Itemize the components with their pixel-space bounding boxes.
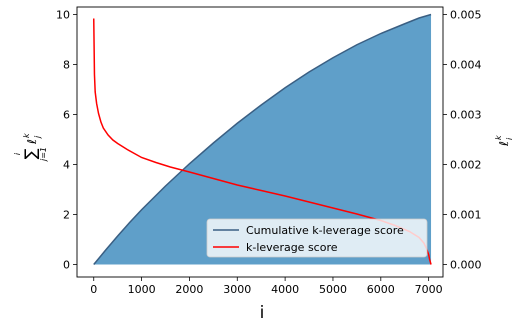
y-left-tick-label: 2 <box>63 209 70 222</box>
y-right-label-term-sup: k <box>494 135 503 140</box>
x-tick-label: 4000 <box>271 283 299 296</box>
x-tick-label: 1000 <box>128 283 156 296</box>
legend-box <box>206 218 428 258</box>
y-right-tick-label: 0.001 <box>450 209 482 222</box>
y-left-label-sum-top: i <box>13 152 22 155</box>
x-tick-label: 3000 <box>223 283 251 296</box>
y-left-tick-label: 0 <box>63 259 70 272</box>
x-tick-label: 5000 <box>319 283 347 296</box>
cumulative-line <box>93 13 432 265</box>
y-right-tick-label: 0.004 <box>450 59 482 72</box>
cumulative-area-fill <box>93 14 432 265</box>
y-left-label-term-sub: j <box>33 135 42 139</box>
y-left-label-term-sup: k <box>22 133 31 138</box>
y-left-tick-label: 4 <box>63 159 70 172</box>
x-axis-label: i <box>260 303 265 323</box>
legend: Cumulative k-leverage score k-leverage sc… <box>206 218 428 258</box>
axes-frame <box>76 6 444 278</box>
y-left-tick-label: 8 <box>63 59 70 72</box>
y-right-label-term-sub: i <box>505 137 514 140</box>
y-right-tick-label: 0.003 <box>450 109 482 122</box>
y-left-tick-label: 6 <box>63 109 70 122</box>
x-tick-label: 0 <box>90 283 97 296</box>
y-left-label-sum-bottom: j=1 <box>39 147 48 162</box>
y-right-axis-label: ℓik <box>494 135 514 147</box>
y-left-label-sum-symbol: ∑ <box>21 148 40 159</box>
legend-label-cumulative: Cumulative k-leverage score <box>246 224 404 237</box>
y-left-tick-label: 10 <box>56 9 70 22</box>
x-tick-label: 2000 <box>175 283 203 296</box>
legend-label-leverage: k-leverage score <box>246 241 338 254</box>
y-right-tick-label: 0.000 <box>450 259 482 272</box>
y-right-tick-label: 0.002 <box>450 159 482 172</box>
y-left-label-term: ℓ <box>25 139 39 145</box>
x-tick-label: 6000 <box>367 283 395 296</box>
axes: 0 1000 2000 3000 4000 5000 6000 7000 0 2 4 6 8 10 0.00… <box>56 6 482 296</box>
y-right-tick-label: 0.005 <box>450 9 482 22</box>
x-tick-label: 7000 <box>415 283 443 296</box>
y-right-label-term: ℓ <box>497 141 511 147</box>
